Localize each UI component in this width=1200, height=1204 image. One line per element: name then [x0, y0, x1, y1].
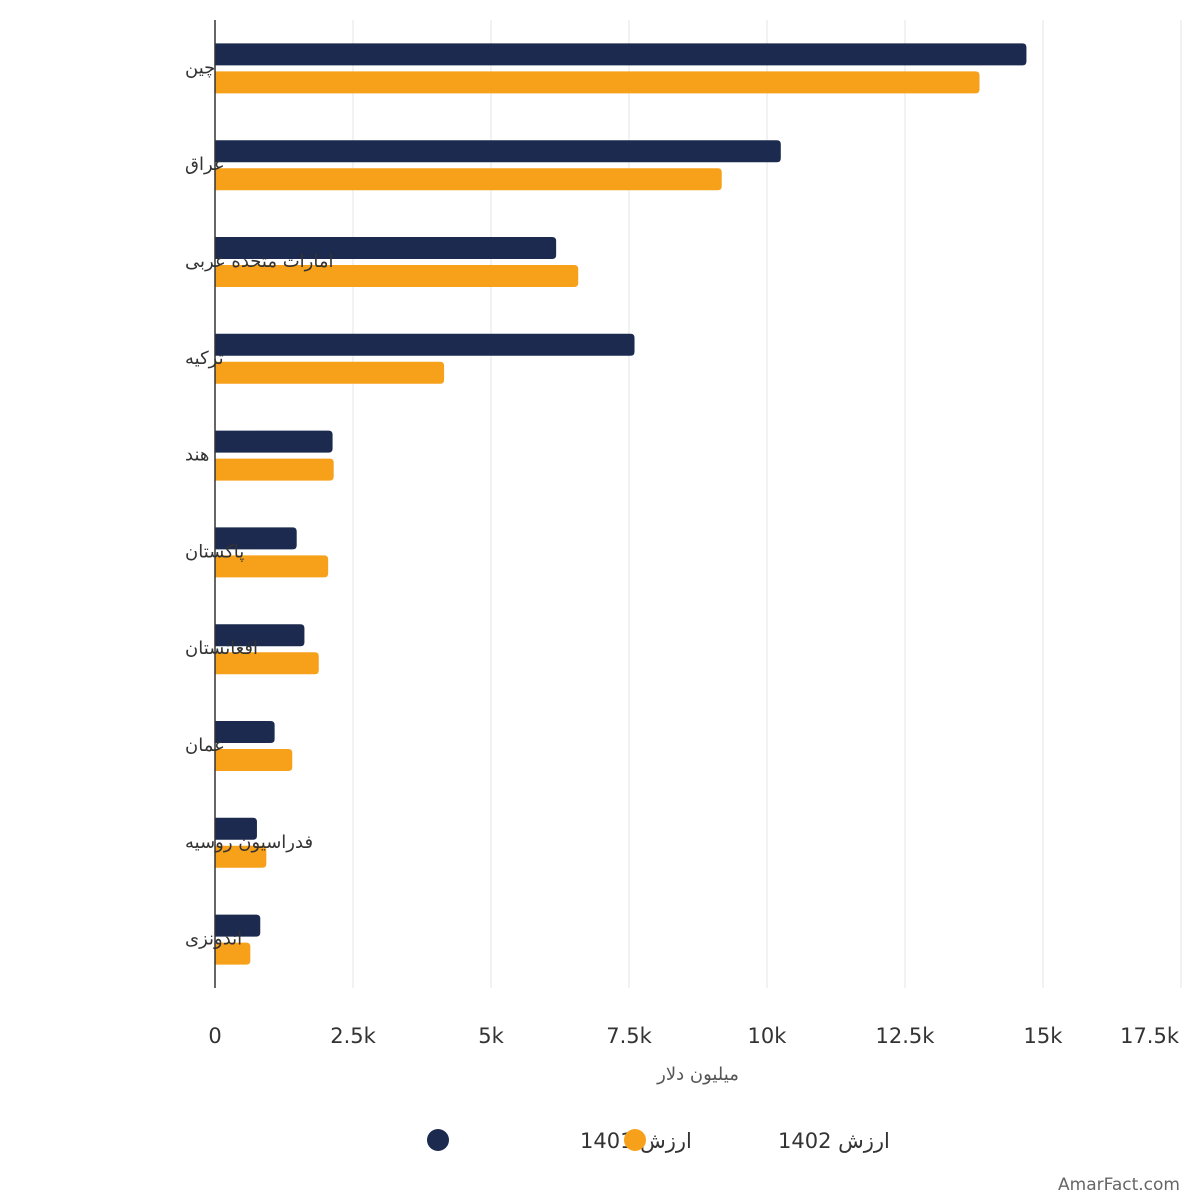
- x-axis-title: میلیون دلار: [656, 1064, 739, 1085]
- legend-marker: [427, 1129, 449, 1151]
- category-label: هند: [185, 445, 209, 466]
- bar-1402: [215, 749, 293, 771]
- bar-1402: [215, 555, 329, 578]
- x-tick-label: 0: [208, 1024, 221, 1048]
- bar-1401: [215, 817, 257, 840]
- bar-1401: [215, 140, 781, 163]
- category-label: فدراسیون روسیه: [185, 832, 313, 853]
- legend-label: ارزش 1402: [778, 1129, 890, 1153]
- watermark: AmarFact.com: [1058, 1175, 1180, 1195]
- category-label: عراق: [185, 154, 225, 175]
- bar-1402: [215, 71, 980, 94]
- category-label: چین: [185, 57, 215, 78]
- category-label: افغانستان: [185, 638, 258, 659]
- x-tick-label: 17.5k: [1120, 1024, 1180, 1048]
- bar-1401: [215, 43, 1027, 66]
- bar-1401: [215, 914, 261, 937]
- bar-1402: [215, 265, 579, 287]
- bar-1401: [215, 527, 297, 550]
- bar-1401: [215, 721, 275, 743]
- bar-1402: [215, 845, 267, 868]
- bar-1401: [215, 333, 635, 356]
- legend-item: ارزش 1402: [624, 1129, 890, 1153]
- x-tick-label: 12.5k: [876, 1024, 936, 1048]
- x-tick-label: 5k: [478, 1024, 504, 1048]
- bar-1402: [215, 942, 251, 965]
- x-tick-label: 10k: [748, 1024, 788, 1048]
- bar-1401: [215, 624, 305, 647]
- category-label: ترکیه: [185, 348, 224, 369]
- bar-1401: [215, 237, 557, 259]
- x-tick-label: 2.5k: [330, 1024, 376, 1048]
- bar-1402: [215, 652, 319, 675]
- bar-1402: [215, 361, 445, 384]
- bar-1402: [215, 168, 722, 191]
- category-label: اندونزی: [185, 929, 242, 950]
- bar-1402: [215, 458, 334, 481]
- category-label: عمان: [185, 735, 225, 756]
- legend-item: ارزش 1401: [427, 1129, 692, 1153]
- category-label: امارات متحده عربی: [185, 251, 333, 272]
- bar-1401: [215, 430, 333, 453]
- x-tick-label: 15k: [1024, 1024, 1064, 1048]
- x-tick-label: 7.5k: [606, 1024, 652, 1048]
- legend-marker: [624, 1129, 646, 1151]
